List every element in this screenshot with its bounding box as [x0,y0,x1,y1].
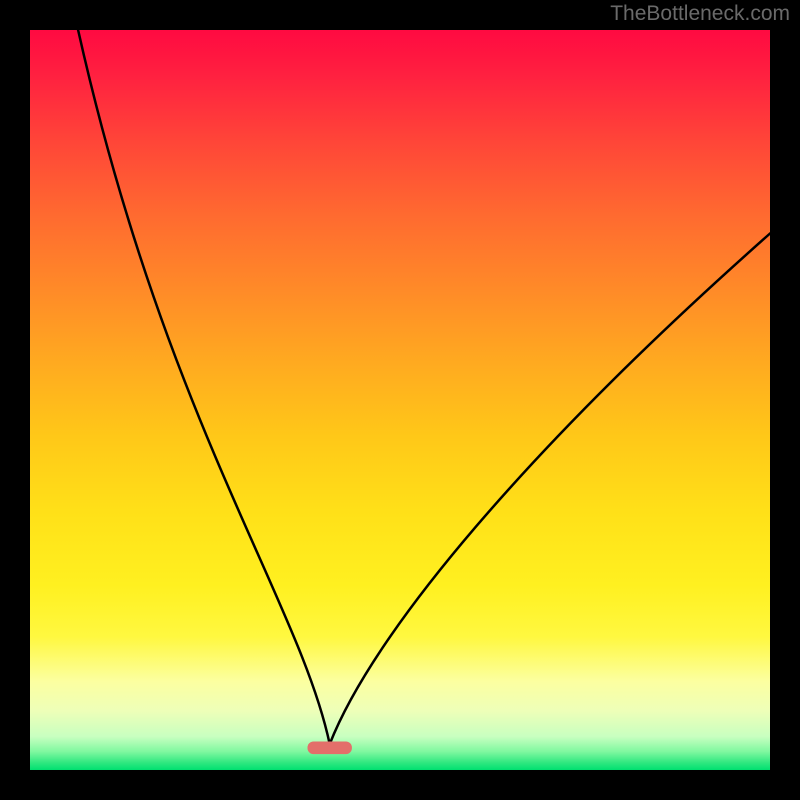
chart-container: TheBottleneck.com [0,0,800,800]
watermark-text: TheBottleneck.com [610,2,790,26]
plot-background [30,30,770,770]
chart-svg [0,0,800,800]
optimum-marker [308,742,352,755]
